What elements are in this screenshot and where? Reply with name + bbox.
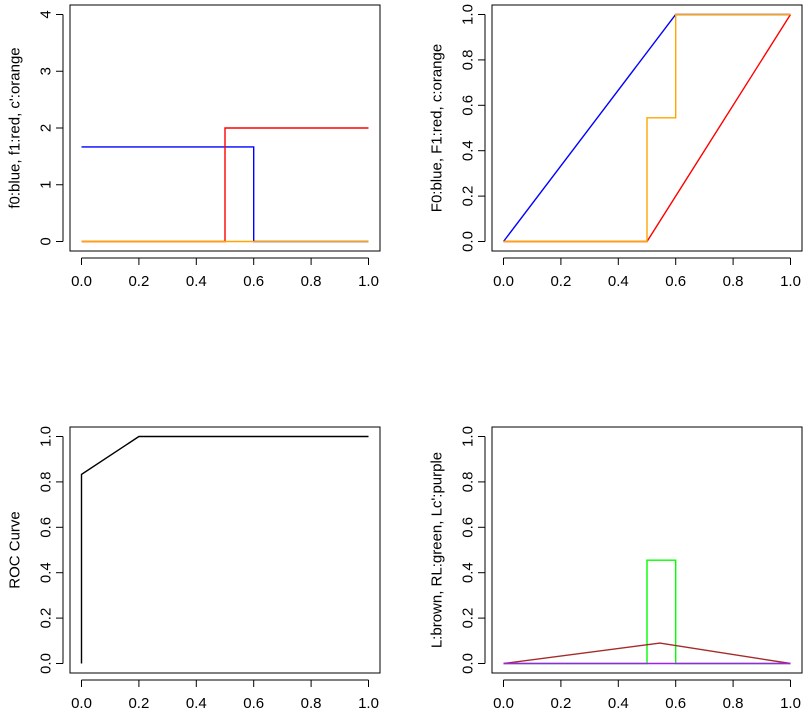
y-tick-label: 4 (38, 10, 55, 18)
x-tick-label: 0.8 (723, 273, 744, 290)
y-tick-label: 0 (38, 237, 55, 245)
series-line-3 (503, 13, 791, 243)
x-tick-label: 0.2 (128, 273, 149, 290)
chart-panel-4: 0.0 0.2 0.4 0.6 0.8 1.0 0.0 0.2 0.4 0.6 0.8 1.0 L:br… (429, 426, 803, 712)
y-tick-label: 0.6 (460, 95, 477, 116)
series-line-1 (503, 559, 791, 665)
y-tick-label: 0.0 (460, 231, 477, 252)
x-tick-label: 0.0 (71, 273, 92, 290)
y-tick-label: 0.2 (460, 186, 477, 207)
y-tick-label: 0.0 (38, 653, 55, 674)
y-tick-label: 1.0 (460, 4, 477, 25)
x-tick-label: 0.6 (243, 695, 264, 712)
x-tick-label: 1.0 (358, 273, 379, 290)
y-tick-label: 0.6 (38, 517, 55, 538)
x-tick-label: 0.4 (608, 695, 629, 712)
chart-panel-3: 0.0 0.2 0.4 0.6 0.8 1.0 0.0 0.2 0.4 0.6 0.8 1.0 ROC … (7, 426, 381, 712)
y-tick-label: 0.8 (38, 471, 55, 492)
x-tick-label: 0.8 (301, 273, 322, 290)
y-tick-label: 3 (38, 67, 55, 75)
y-tick-label: 0.4 (460, 140, 477, 161)
x-tick-label: 0.0 (493, 695, 514, 712)
x-tick-label: 0.0 (493, 273, 514, 290)
x-tick-label: 0.2 (128, 695, 149, 712)
series-line-1 (80, 435, 369, 664)
x-tick-label: 0.6 (665, 695, 686, 712)
y-axis-label: L:brown, RL:green, Lc':purple (429, 452, 446, 648)
y-tick-label: 1.0 (38, 426, 55, 447)
chart-panel-2: 0.0 0.2 0.4 0.6 0.8 1.0 0.0 0.2 0.4 0.6 0.8 1.0 F0:b… (429, 4, 803, 290)
y-tick-label: 0.2 (38, 608, 55, 629)
x-tick-label: 0.2 (550, 273, 571, 290)
x-tick-label: 0.6 (243, 273, 264, 290)
x-tick-label: 1.0 (780, 273, 801, 290)
x-tick-label: 0.6 (665, 273, 686, 290)
chart-panel-1: 0.0 0.2 0.4 0.6 0.8 1.0 0 1 2 3 4 f0:blue, f1:red, … (7, 4, 381, 290)
series-line-2 (81, 127, 369, 243)
y-tick-label: 1 (38, 181, 55, 189)
y-tick-label: 1.0 (460, 426, 477, 447)
y-tick-label: 2 (38, 124, 55, 132)
y-axis-label: F0:blue, F1:red, c:orange (429, 44, 446, 212)
plot-frame (491, 4, 803, 252)
plot-frame (69, 4, 381, 252)
series-line-2 (503, 642, 791, 665)
y-tick-label: 0.8 (460, 49, 477, 70)
y-tick-label: 0.4 (460, 562, 477, 583)
y-tick-label: 0.0 (460, 653, 477, 674)
x-tick-label: 0.2 (550, 695, 571, 712)
x-tick-label: 0.8 (301, 695, 322, 712)
y-tick-label: 0.2 (460, 608, 477, 629)
y-tick-label: 0.6 (460, 517, 477, 538)
plot-frame (491, 426, 803, 674)
x-tick-label: 0.4 (186, 695, 207, 712)
x-tick-label: 1.0 (358, 695, 379, 712)
y-axis-label: f0:blue, f1:red, c':orange (7, 47, 24, 208)
x-tick-label: 0.4 (186, 273, 207, 290)
y-axis-label: ROC Curve (7, 511, 24, 589)
y-tick-label: 0.8 (460, 471, 477, 492)
x-tick-label: 1.0 (780, 695, 801, 712)
y-tick-label: 0.4 (38, 562, 55, 583)
x-tick-label: 0.0 (71, 695, 92, 712)
x-tick-label: 0.8 (723, 695, 744, 712)
plot-frame (69, 426, 381, 674)
x-tick-label: 0.4 (608, 273, 629, 290)
